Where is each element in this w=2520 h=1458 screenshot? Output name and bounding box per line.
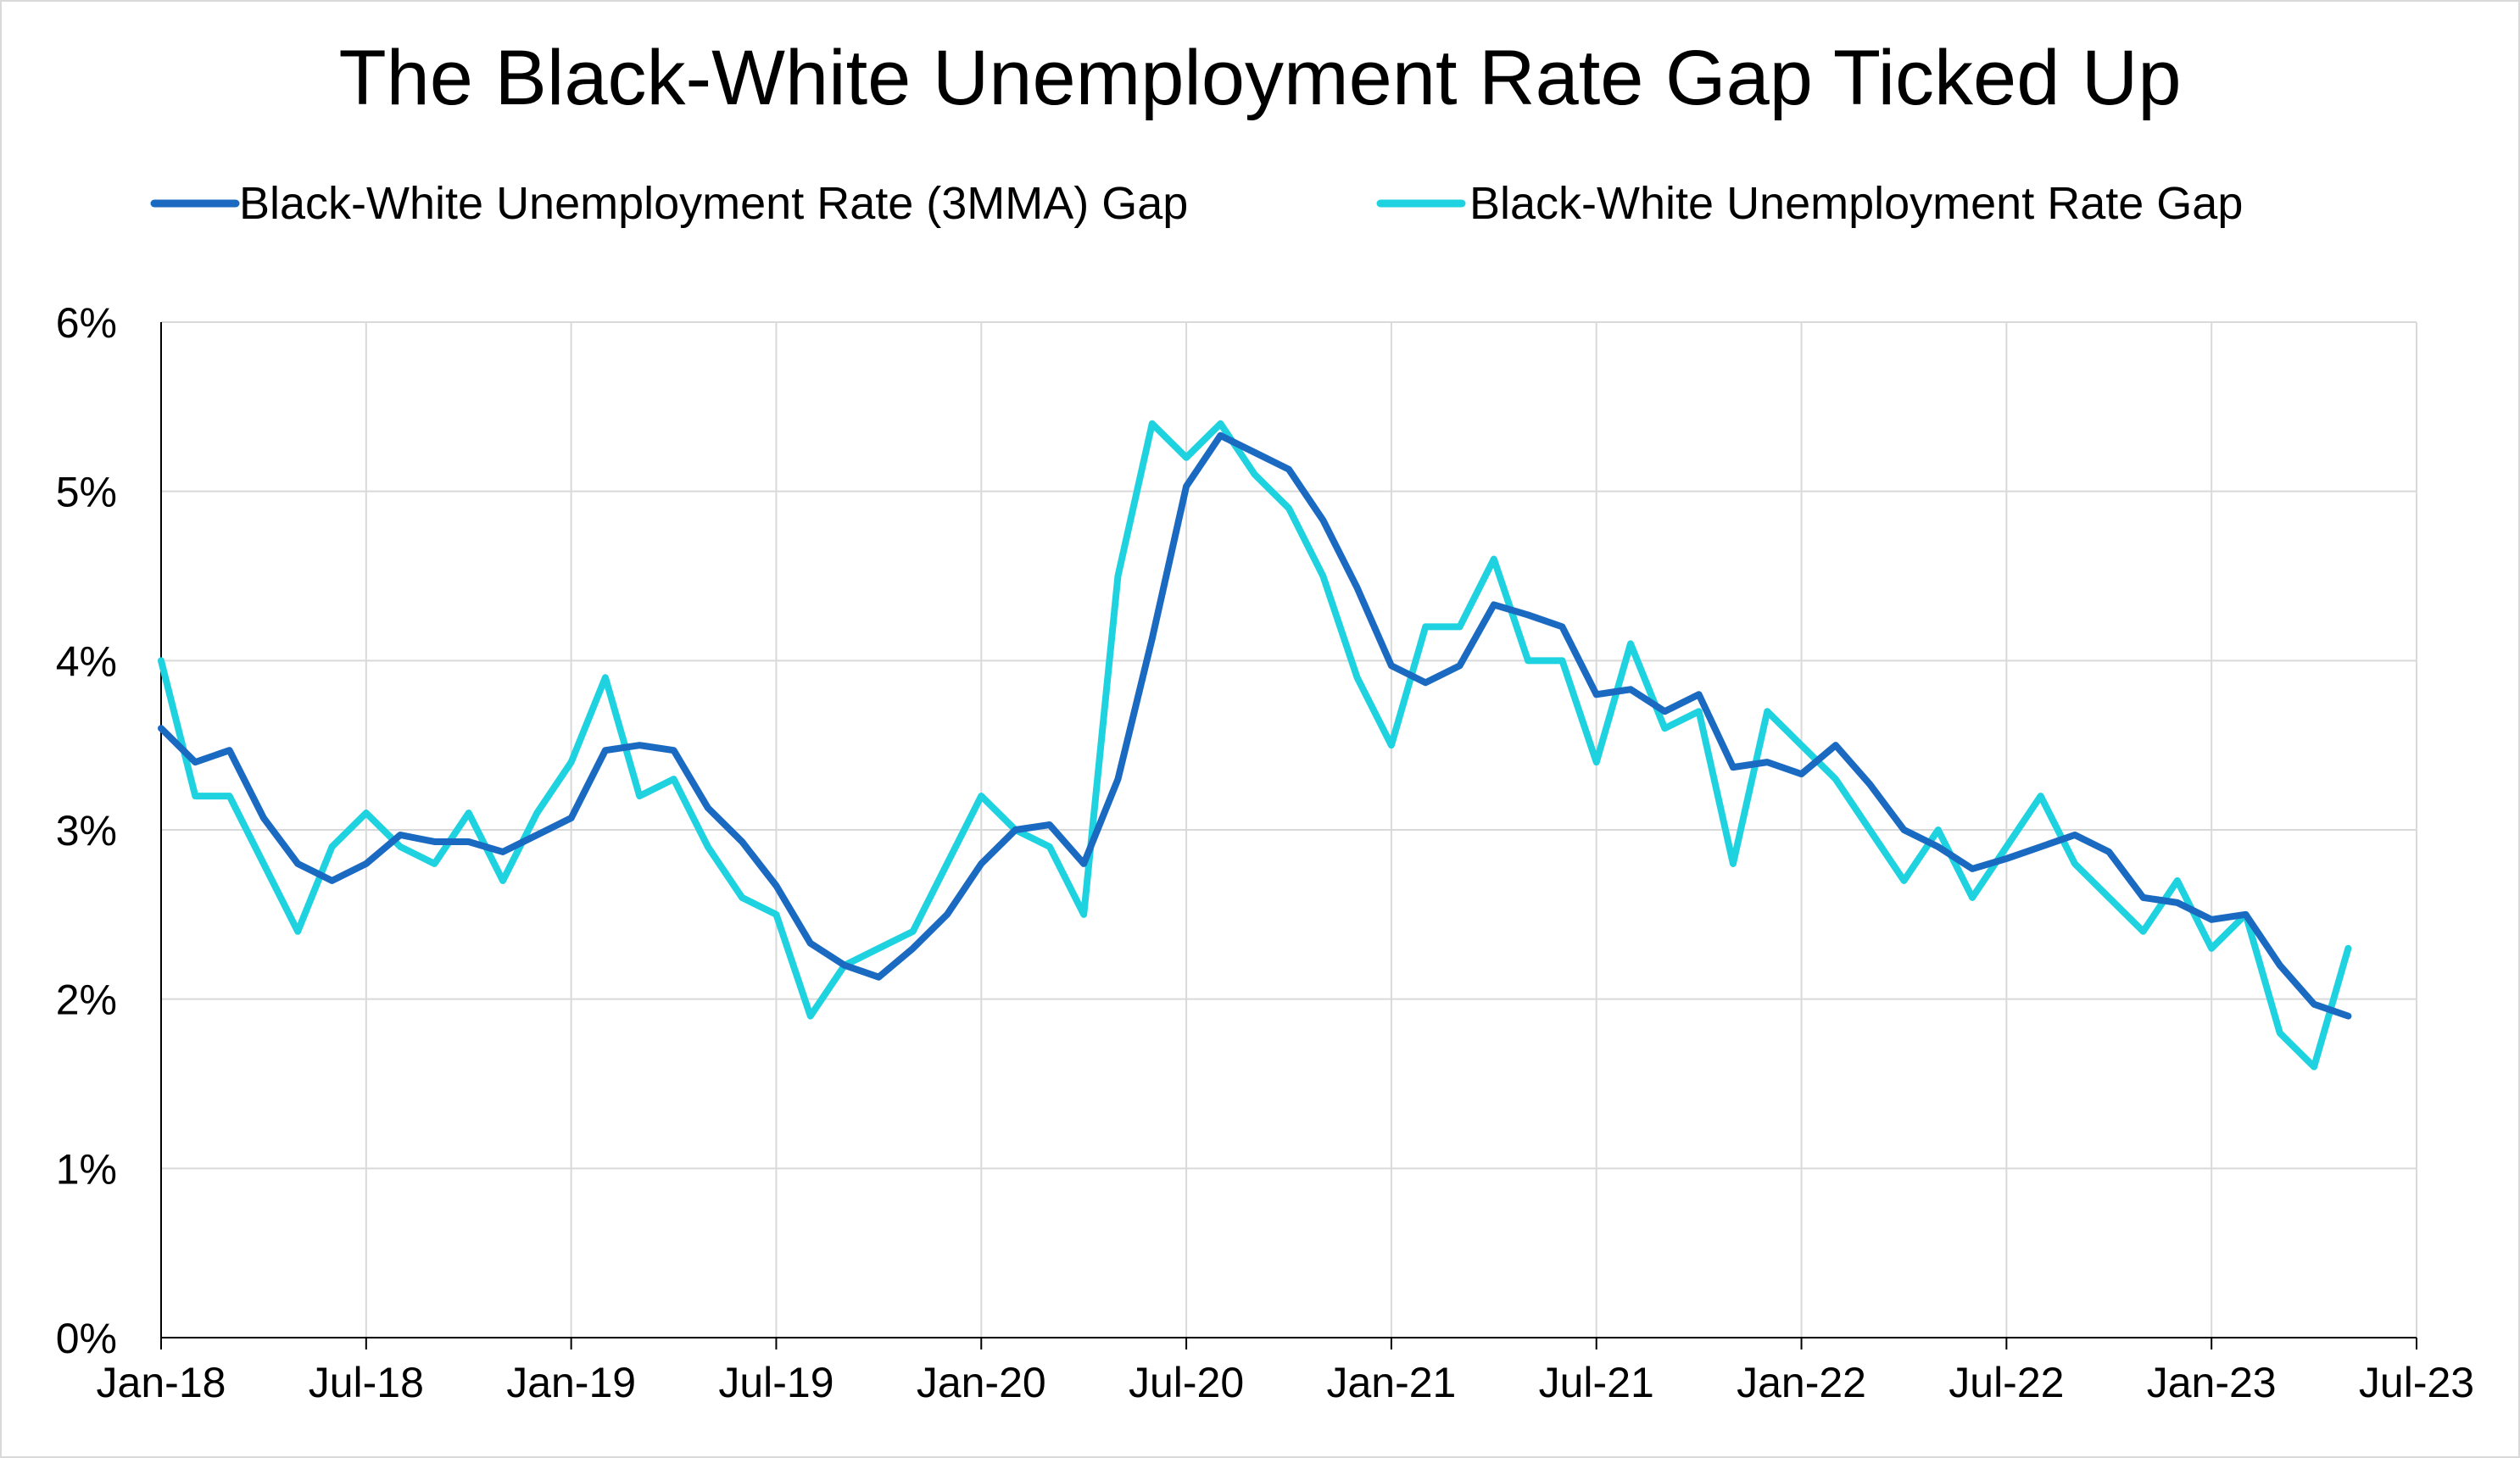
y-tick-label: 0% [56,1315,117,1362]
chart-title: The Black-White Unemployment Rate Gap Ti… [338,35,2181,121]
x-tick-label: Jul-18 [309,1359,424,1406]
x-tick-label: Jul-20 [1129,1359,1244,1406]
x-tick-label: Jul-19 [718,1359,833,1406]
x-axis-tick-labels: Jan-18 Jul-18 Jan-19 Jul-19 Jan-20 Jul-20 Jan-… [97,1359,2475,1406]
y-tick-label: 6% [56,299,117,347]
x-tick-label: Jan-21 [1326,1359,1456,1406]
data-series [158,420,2352,1071]
y-tick-label: 2% [56,977,117,1024]
y-tick-label: 1% [56,1145,117,1193]
x-tick-label: Jan-22 [1737,1359,1866,1406]
series-line-3mma-gap [158,431,2352,1020]
y-tick-label: 5% [56,469,117,516]
y-tick-label: 3% [56,807,117,854]
x-tick-label: Jul-21 [1539,1359,1654,1406]
y-axis-tick-labels: 0% 1% 2% 3% 4% 5% 6% [56,299,117,1362]
x-tick-label: Jan-19 [506,1359,636,1406]
axes [160,322,2417,1349]
x-tick-label: Jan-20 [917,1359,1046,1406]
x-tick-label: Jul-23 [2359,1359,2474,1406]
legend: Black-White Unemployment Rate (3MMA) Gap… [150,178,2243,229]
y-tick-label: 4% [56,637,117,685]
legend-label-gap: Black-White Unemployment Rate Gap [1469,178,2243,229]
gridlines [161,321,2417,1338]
x-tick-label: Jan-23 [2147,1359,2277,1406]
x-tick-label: Jul-22 [1949,1359,2064,1406]
x-tick-label: Jan-18 [97,1359,226,1406]
legend-label-3mma-gap: Black-White Unemployment Rate (3MMA) Gap [239,178,1188,229]
series-line-gap [158,420,2352,1071]
